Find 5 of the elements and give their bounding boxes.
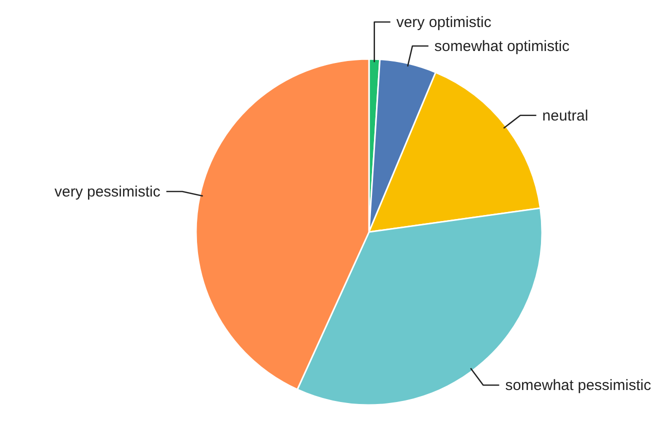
slice-label: somewhat optimistic [434,38,570,55]
slice-label: very pessimistic [54,184,161,201]
slice-label: very optimistic [396,14,492,31]
slice-label: somewhat pessimistic [505,377,652,394]
slice-label: neutral [542,107,588,124]
